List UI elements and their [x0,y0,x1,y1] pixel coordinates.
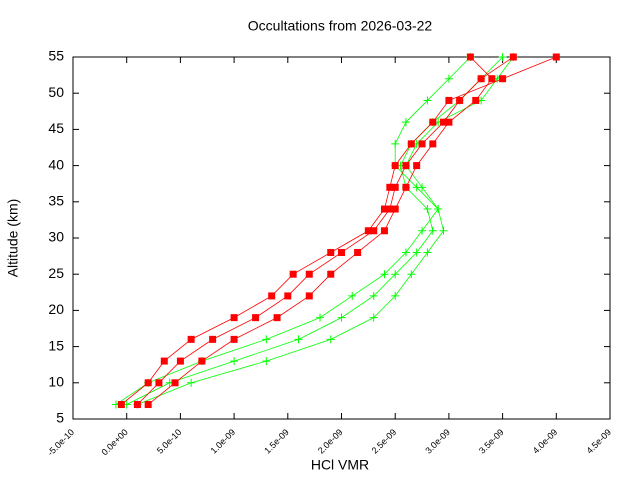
x-axis-label: HCl VMR [311,457,369,473]
y-tick-label: 30 [48,229,64,245]
y-axis-label: Altitude (km) [5,199,21,278]
square-marker [445,118,453,126]
square-marker [466,53,474,61]
plus-marker [401,118,410,127]
square-marker [305,292,313,300]
plus-marker [316,313,325,322]
square-marker [407,140,415,148]
plus-marker [498,53,507,61]
chart-title: Occultations from 2026-03-22 [248,18,433,34]
square-marker [456,96,464,104]
y-tick-label: 35 [48,193,64,209]
plus-marker [439,226,448,235]
square-marker [418,140,426,148]
square-marker [386,183,394,191]
plus-marker [412,248,421,257]
plus-marker [187,378,196,387]
plus-marker [423,96,432,105]
square-marker [402,162,410,170]
plus-marker [230,357,239,366]
square-marker [155,379,163,387]
square-marker [354,248,362,256]
plus-marker [418,183,427,192]
square-marker [144,379,152,387]
plus-marker [326,335,335,344]
plus-marker [262,335,271,344]
square-marker [472,96,480,104]
y-tick-label: 40 [48,156,64,172]
y-tick-label: 25 [48,265,64,281]
square-marker [144,401,152,409]
square-marker [209,335,217,343]
square-marker [252,314,260,322]
square-marker [198,357,206,365]
plus-marker [391,139,400,148]
square-marker [440,118,448,126]
square-marker [429,140,437,148]
square-marker [133,401,141,409]
square-marker [391,205,399,213]
y-tick-label: 45 [48,120,64,136]
square-marker [364,227,372,235]
square-marker [445,96,453,104]
square-marker [230,314,238,322]
y-tick-label: 55 [48,48,64,64]
square-marker [289,270,297,278]
square-marker [429,118,437,126]
y-tick-label: 5 [56,410,64,426]
square-marker [552,53,560,61]
plus-marker [407,270,416,279]
square-marker [488,75,496,83]
square-marker [391,183,399,191]
plus-marker [262,357,271,366]
plus-marker [369,313,378,322]
y-tick-label: 20 [48,301,64,317]
square-marker [386,205,394,213]
square-marker [380,205,388,213]
plus-marker [423,205,432,214]
plus-marker [294,335,303,344]
square-marker [117,401,125,409]
plus-marker [391,291,400,300]
square-marker [370,227,378,235]
square-marker [327,248,335,256]
square-marker [176,357,184,365]
square-marker [171,379,179,387]
square-marker [413,162,421,170]
plus-marker [337,313,346,322]
y-tick-label: 10 [48,374,64,390]
square-marker [477,75,485,83]
y-tick-label: 15 [48,337,64,353]
plus-marker [391,270,400,279]
square-marker [391,162,399,170]
plus-marker [369,291,378,300]
square-marker [402,183,410,191]
square-marker [327,270,335,278]
square-marker [509,53,517,61]
plus-marker [418,226,427,235]
plus-marker [423,248,432,257]
square-marker [284,292,292,300]
square-marker [273,314,281,322]
plus-marker [428,226,437,235]
square-marker [380,227,388,235]
plus-marker [348,291,357,300]
plus-marker [444,74,453,83]
square-marker [230,335,238,343]
square-marker [305,270,313,278]
y-tick-label: 50 [48,84,64,100]
square-marker [268,292,276,300]
square-marker [338,248,345,256]
plus-marker [401,248,410,257]
square-marker [499,75,507,83]
plus-marker [380,270,389,279]
plus-marker [434,205,443,214]
square-marker [187,335,195,343]
square-marker [160,357,168,365]
